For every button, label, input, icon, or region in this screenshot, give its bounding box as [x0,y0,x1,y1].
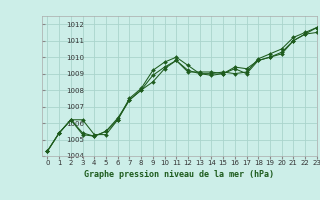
X-axis label: Graphe pression niveau de la mer (hPa): Graphe pression niveau de la mer (hPa) [84,170,274,179]
